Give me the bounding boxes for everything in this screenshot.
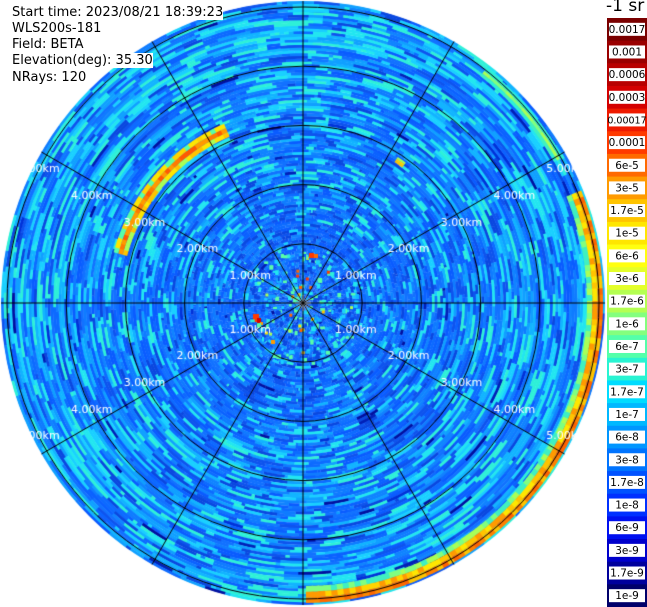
- colorbar-label-bg: [609, 566, 645, 580]
- start-time-label: Start time: 2023/08/21 18:39:23: [12, 5, 224, 20]
- instrument-label: WLS200s-181: [12, 21, 102, 36]
- colorbar-tick-label: 1.7e-8: [610, 477, 644, 489]
- colorbar-label-bg: [609, 475, 645, 489]
- colorbar-label-bg: [609, 453, 645, 467]
- colorbar-label-bg: [609, 249, 645, 263]
- colorbar-label-bg: [609, 317, 645, 331]
- field-label: Field: BETA: [12, 37, 84, 52]
- colorbar-label-bg: [609, 204, 645, 218]
- colorbar-label-bg: [609, 113, 645, 127]
- colorbar-tick-label: 3e-5: [615, 182, 639, 194]
- colorbar-label-bg: [609, 45, 645, 59]
- colorbar-tick-label: 3e-8: [615, 454, 639, 466]
- colorbar-label-bg: [609, 362, 645, 376]
- colorbar-tick-label: 6e-8: [615, 432, 639, 444]
- colorbar-tick-label: 1.7e-7: [610, 386, 644, 398]
- colorbar-label-bg: [609, 385, 645, 399]
- colorbar-label-bg: [609, 430, 645, 444]
- nrays-label: NRays: 120: [12, 70, 87, 85]
- colorbar-label-bg: [609, 272, 645, 286]
- colorbar-tick-label: 0.0017: [609, 24, 646, 36]
- colorbar-unit-label: -1 sr: [606, 0, 645, 16]
- colorbar-label-bg: [609, 589, 645, 603]
- colorbar-tick-label: 0.0003: [609, 92, 646, 104]
- colorbar-label-bg: [609, 521, 645, 535]
- colorbar-label-bg: [609, 68, 645, 82]
- colorbar-tick-label: 3e-7: [615, 364, 639, 376]
- elevation-label: Elevation(deg): 35.30: [12, 53, 153, 68]
- colorbar-tick-label: 6e-7: [615, 341, 639, 353]
- colorbar-tick-label: 6e-5: [615, 160, 639, 172]
- colorbar-label-bg: [609, 498, 645, 512]
- colorbar-tick-label: 0.0006: [609, 69, 646, 81]
- colorbar-tick-label: 0.00017: [607, 115, 646, 126]
- colorbar-label-bg: [609, 294, 645, 308]
- colorbar-label-bg: [609, 181, 645, 195]
- colorbar-tick-label: 1e-5: [615, 228, 639, 240]
- colorbar-tick-label: 1e-6: [615, 318, 639, 330]
- ppi-polar-plot: [0, 0, 607, 607]
- colorbar-tick-label: 1e-9: [615, 590, 639, 602]
- colorbar-tick-label: 1.7e-5: [610, 205, 644, 217]
- colorbar-label-bg: [609, 543, 645, 557]
- colorbar-tick-label: 0.0001: [609, 137, 646, 149]
- colorbar-tick-label: 1.7e-6: [610, 296, 644, 308]
- colorbar-tick-label: 1.7e-9: [610, 568, 644, 580]
- colorbar-label-bg: [609, 407, 645, 421]
- colorbar-label-bg: [609, 22, 645, 36]
- colorbar-label-bg: [609, 136, 645, 150]
- colorbar-label-bg: [609, 339, 645, 353]
- colorbar-tick-label: 3e-9: [615, 545, 639, 557]
- colorbar: 0.0017 0.001 0.0006 0.0003 0.00017 0.0001 6e-5…: [607, 18, 647, 607]
- colorbar-tick-label: 0.001: [612, 46, 642, 58]
- colorbar-tick-label: 1e-8: [615, 500, 639, 512]
- colorbar-label-bg: [609, 90, 645, 104]
- colorbar-tick-label: 6e-6: [615, 250, 639, 262]
- colorbar-tick-label: 1e-7: [615, 409, 639, 421]
- colorbar-label-bg: [609, 158, 645, 172]
- colorbar-label-bg: [609, 226, 645, 240]
- colorbar-tick-label: 3e-6: [615, 273, 639, 285]
- colorbar-tick-label: 6e-9: [615, 522, 639, 534]
